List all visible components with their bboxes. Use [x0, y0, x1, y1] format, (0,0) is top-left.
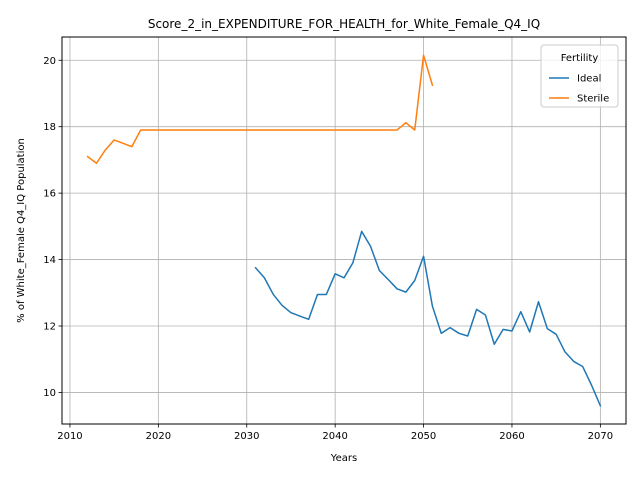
y-tick-label: 16 — [43, 189, 56, 200]
y-tick-label: 14 — [43, 255, 56, 266]
y-tick-label: 18 — [43, 122, 56, 133]
legend-title: Fertility — [561, 53, 599, 64]
y-tick-label: 12 — [43, 322, 56, 333]
series-lines — [86, 54, 602, 407]
legend-entries: Ideal Sterile — [549, 74, 609, 105]
x-tick-label: 2070 — [588, 431, 613, 442]
x-tick-label: 2050 — [411, 431, 436, 442]
x-tick-label: 2030 — [234, 431, 259, 442]
x-axis-label: Years — [330, 453, 357, 464]
plot-area-frame — [61, 36, 627, 425]
y-tick-label: 20 — [43, 56, 56, 67]
x-axis-ticks: 2010 2020 2030 2040 2050 2060 2070 — [57, 424, 613, 442]
grid — [62, 37, 626, 424]
series-line-sterile — [86, 54, 434, 164]
x-tick-label: 2060 — [499, 431, 524, 442]
x-tick-label: 2040 — [322, 431, 347, 442]
legend: Fertility Ideal Sterile — [540, 44, 619, 108]
legend-label-sterile: Sterile — [577, 94, 609, 105]
y-axis-ticks: 10 12 14 16 18 20 — [43, 56, 62, 399]
chart-title: Score_2_in_EXPENDITURE_FOR_HEALTH_for_Wh… — [148, 17, 540, 31]
y-tick-label: 10 — [43, 388, 56, 399]
y-axis-label: % of White_Female Q4_IQ Population — [16, 138, 27, 323]
legend-label-ideal: Ideal — [577, 74, 601, 85]
x-tick-label: 2010 — [57, 431, 82, 442]
x-tick-label: 2020 — [146, 431, 171, 442]
series-line-ideal — [254, 230, 602, 407]
legend-box — [540, 44, 619, 108]
